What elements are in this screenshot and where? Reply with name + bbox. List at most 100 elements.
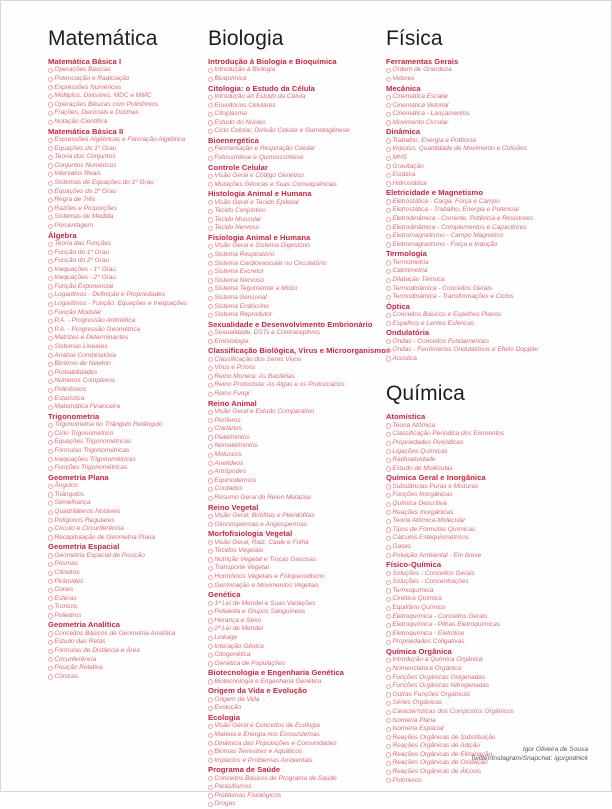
checklist-item[interactable]: Gases (386, 543, 588, 552)
checkbox-circle-icon[interactable] (48, 93, 54, 99)
checklist-item[interactable]: Expressões Numéricas (48, 84, 206, 93)
checkbox-circle-icon[interactable] (386, 614, 392, 620)
checkbox-circle-icon[interactable] (208, 626, 214, 633)
checklist-item[interactable]: Matrizes e Determinantes (48, 334, 206, 343)
checklist-item[interactable]: Sistema Respiratório (208, 251, 378, 260)
checklist-item[interactable]: Polialelia e Grupos Sanguíneos (208, 608, 378, 617)
checkbox-circle-icon[interactable] (208, 391, 214, 397)
checklist-item[interactable]: Evolução (208, 704, 378, 713)
checkbox-circle-icon[interactable] (48, 483, 54, 489)
checklist-item[interactable]: Drogas (208, 800, 378, 809)
checklist-item[interactable]: Dinâmica das Populações e Comunidades (208, 740, 378, 749)
checkbox-circle-icon[interactable] (208, 173, 214, 179)
checklist-item[interactable]: Sistema Sensorial (208, 294, 378, 303)
checkbox-circle-icon[interactable] (48, 387, 54, 393)
checkbox-circle-icon[interactable] (208, 269, 214, 275)
checkbox-circle-icon[interactable] (48, 241, 54, 247)
checkbox-circle-icon[interactable] (208, 94, 214, 100)
checklist-item[interactable]: Polígonos Regulares (48, 517, 206, 526)
checkbox-circle-icon[interactable] (386, 544, 392, 550)
checklist-item[interactable]: Semelhança (48, 499, 206, 508)
checklist-item[interactable]: Equinodermos (208, 477, 378, 486)
checklist-item[interactable]: Prismas (48, 560, 206, 569)
checklist-item[interactable]: Termoquímica (386, 587, 588, 596)
checkbox-circle-icon[interactable] (386, 94, 392, 100)
checklist-item[interactable]: Visão Geral e Tecido Epitelial (208, 199, 378, 208)
checkbox-circle-icon[interactable] (208, 444, 214, 450)
checklist-item[interactable]: Círculo e Circunferência (48, 525, 206, 534)
checkbox-circle-icon[interactable] (208, 601, 214, 607)
checkbox-circle-icon[interactable] (48, 448, 54, 454)
checklist-item[interactable]: Teoria das Funções (48, 240, 206, 249)
checkbox-circle-icon[interactable] (208, 409, 214, 415)
checklist-item[interactable]: Fórmulas de Distância e Área (48, 647, 206, 656)
checklist-item[interactable]: Equilíbrio Químico (386, 604, 588, 613)
checkbox-circle-icon[interactable] (48, 648, 54, 654)
checklist-item[interactable]: Cordados (208, 485, 378, 494)
checkbox-circle-icon[interactable] (386, 769, 392, 775)
checklist-item[interactable]: Sistemas de Medida (48, 213, 206, 222)
checklist-item[interactable]: Gimnospermas e Angiospermas (208, 521, 378, 530)
checklist-item[interactable]: Sistema Reprodutor (208, 311, 378, 320)
checkbox-circle-icon[interactable] (386, 242, 392, 248)
checkbox-circle-icon[interactable] (208, 776, 214, 782)
checklist-item[interactable]: Cônicas (48, 673, 206, 682)
checkbox-circle-icon[interactable] (48, 509, 54, 515)
checkbox-circle-icon[interactable] (386, 778, 392, 784)
checklist-item[interactable]: Dilatação Térmica (386, 276, 588, 285)
checklist-item[interactable]: Nematelmintos (208, 442, 378, 451)
checkbox-circle-icon[interactable] (208, 111, 214, 117)
checkbox-circle-icon[interactable] (208, 469, 214, 475)
checkbox-circle-icon[interactable] (386, 726, 392, 732)
checkbox-circle-icon[interactable] (208, 286, 214, 293)
checklist-item[interactable]: Nomenclatura Orgânica (386, 665, 588, 674)
checkbox-circle-icon[interactable] (208, 784, 214, 791)
checklist-item[interactable]: Múltiplos, Divisores, MDC e MMC (48, 92, 206, 101)
checklist-item[interactable]: Circunferência (48, 656, 206, 665)
checkbox-circle-icon[interactable] (48, 180, 54, 186)
checkbox-circle-icon[interactable] (386, 120, 392, 126)
checkbox-circle-icon[interactable] (48, 570, 54, 576)
checklist-item[interactable]: Mutações Gênicas e Suas Consequências (208, 181, 378, 190)
checkbox-circle-icon[interactable] (386, 718, 392, 724)
checklist-item[interactable]: Tecido Nervoso (208, 224, 378, 233)
checkbox-circle-icon[interactable] (48, 492, 54, 498)
checklist-item[interactable]: Platelmintos (208, 434, 378, 443)
checkbox-circle-icon[interactable] (208, 583, 214, 589)
checklist-item[interactable]: Estatística (48, 395, 206, 404)
checkbox-circle-icon[interactable] (48, 665, 54, 672)
checklist-item[interactable]: Bioquímica (208, 75, 378, 84)
checkbox-circle-icon[interactable] (386, 225, 392, 231)
checklist-item[interactable]: Reações Orgânicas de Álcoois (386, 768, 588, 777)
checklist-item[interactable]: Análise Combinatória (48, 352, 206, 361)
checkbox-circle-icon[interactable] (386, 449, 392, 455)
checkbox-circle-icon[interactable] (386, 622, 392, 628)
checklist-item[interactable]: Problemas Fisiológicos (208, 792, 378, 801)
checklist-item[interactable]: Tecido Conjuntivo (208, 207, 378, 216)
checklist-item[interactable]: Citogenética (208, 651, 378, 660)
checkbox-circle-icon[interactable] (48, 110, 54, 117)
checklist-item[interactable]: Ciclo Trigonométrico (48, 430, 206, 439)
checklist-item[interactable]: Soluções - Conceitos Gerais (386, 570, 588, 579)
checkbox-circle-icon[interactable] (48, 336, 54, 342)
checklist-item[interactable]: P.A. - Progressão Geométrica (48, 326, 206, 335)
checkbox-circle-icon[interactable] (386, 639, 392, 646)
checklist-item[interactable]: Inequações - 1º Grau (48, 266, 206, 275)
checklist-item[interactable]: Moluscos (208, 451, 378, 460)
checklist-item[interactable]: Espelhos e Lentes Esféricas (386, 320, 588, 329)
checkbox-circle-icon[interactable] (386, 138, 392, 144)
checklist-item[interactable]: Ondas - Fenômenos Ondulatórios e Efeito … (386, 346, 588, 355)
checklist-item[interactable]: Binômio de Newton (48, 360, 206, 369)
checkbox-circle-icon[interactable] (208, 182, 214, 188)
checkbox-circle-icon[interactable] (48, 379, 54, 385)
checkbox-circle-icon[interactable] (208, 705, 214, 712)
checkbox-circle-icon[interactable] (386, 527, 392, 533)
checklist-item[interactable]: Visão Geral e Sistema Digestório (208, 242, 378, 251)
checklist-item[interactable]: Sexualidade, DSTs e Contraceptivos (208, 329, 378, 338)
checkbox-circle-icon[interactable] (386, 700, 392, 707)
checklist-item[interactable]: Fotossíntese e Quimiossíntese (208, 154, 378, 163)
checklist-item[interactable]: Eletrostática - Carga, Força e Campo (386, 198, 588, 207)
checkbox-circle-icon[interactable] (208, 679, 214, 685)
checkbox-circle-icon[interactable] (386, 164, 392, 170)
checklist-item[interactable]: Eletrodinâmica - Corrente, Potência e Re… (386, 215, 588, 224)
